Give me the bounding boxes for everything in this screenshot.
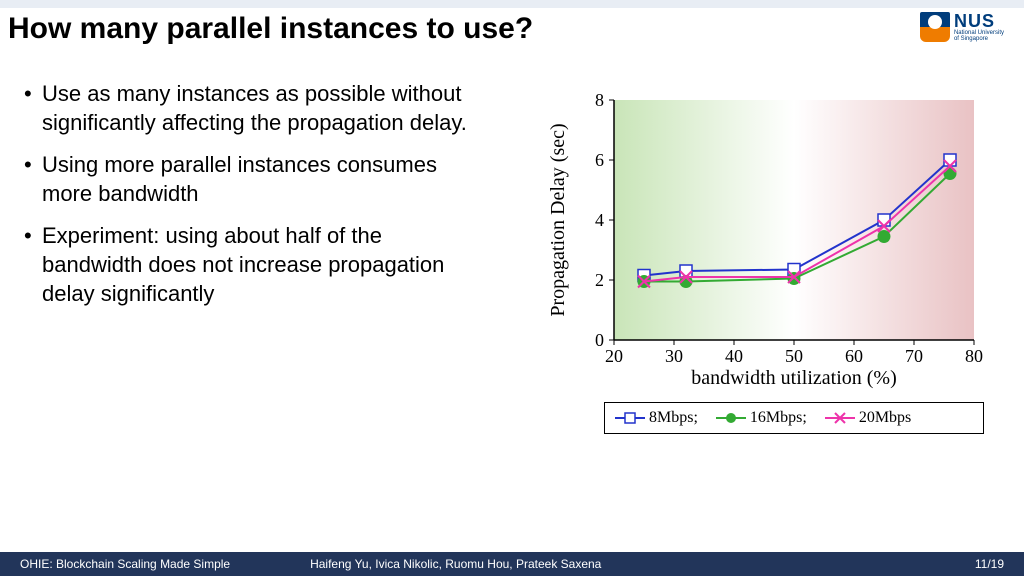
legend-item: 8Mbps;	[615, 409, 698, 427]
footer-title: OHIE: Blockchain Scaling Made Simple	[20, 557, 310, 571]
footer-bar: OHIE: Blockchain Scaling Made Simple Hai…	[0, 552, 1024, 576]
propagation-delay-chart: 20 30 40 50 60 70 80 0 2 4 6 8 bandwidth utilization…	[544, 90, 984, 390]
slide-title: How many parallel instances to use?	[8, 12, 533, 46]
bullet-item: Experiment: using about half of the band…	[24, 222, 484, 308]
nus-logo: NUS National University of Singapore	[920, 12, 1004, 42]
legend-item: 20Mbps	[825, 409, 911, 427]
svg-text:6: 6	[595, 150, 604, 170]
footer-page: 11/19	[975, 557, 1004, 571]
legend-item: 16Mbps;	[716, 409, 807, 427]
legend-label: 16Mbps;	[750, 409, 807, 427]
svg-text:8: 8	[595, 90, 604, 110]
svg-text:bandwidth utilization (%): bandwidth utilization (%)	[691, 367, 897, 389]
chart-legend: 8Mbps; 16Mbps; 20Mbps	[604, 402, 984, 434]
title-bar: How many parallel instances to use?	[0, 0, 1024, 50]
svg-text:80: 80	[965, 346, 983, 366]
svg-text:20: 20	[605, 346, 623, 366]
svg-text:50: 50	[785, 346, 803, 366]
svg-text:4: 4	[595, 210, 604, 230]
bullet-list: Use as many instances as possible withou…	[24, 80, 484, 322]
svg-text:30: 30	[665, 346, 683, 366]
svg-text:Propagation Delay (sec): Propagation Delay (sec)	[547, 123, 569, 316]
svg-text:0: 0	[595, 330, 604, 350]
nus-logo-sub2: of Singapore	[954, 36, 1004, 42]
legend-label: 20Mbps	[859, 409, 911, 427]
bullet-item: Use as many instances as possible withou…	[24, 80, 484, 137]
bullet-item: Using more parallel instances consumes m…	[24, 151, 484, 208]
svg-text:2: 2	[595, 270, 604, 290]
nus-logo-main: NUS	[954, 12, 1004, 30]
chart-region: 20 30 40 50 60 70 80 0 2 4 6 8 bandwidth utilization…	[544, 90, 984, 434]
svg-text:70: 70	[905, 346, 923, 366]
nus-crest-icon	[920, 12, 950, 42]
svg-text:60: 60	[845, 346, 863, 366]
nus-logo-text: NUS National University of Singapore	[954, 12, 1004, 42]
legend-label: 8Mbps;	[649, 409, 698, 427]
svg-text:40: 40	[725, 346, 743, 366]
footer-authors: Haifeng Yu, Ivica Nikolic, Ruomu Hou, Pr…	[310, 557, 975, 571]
